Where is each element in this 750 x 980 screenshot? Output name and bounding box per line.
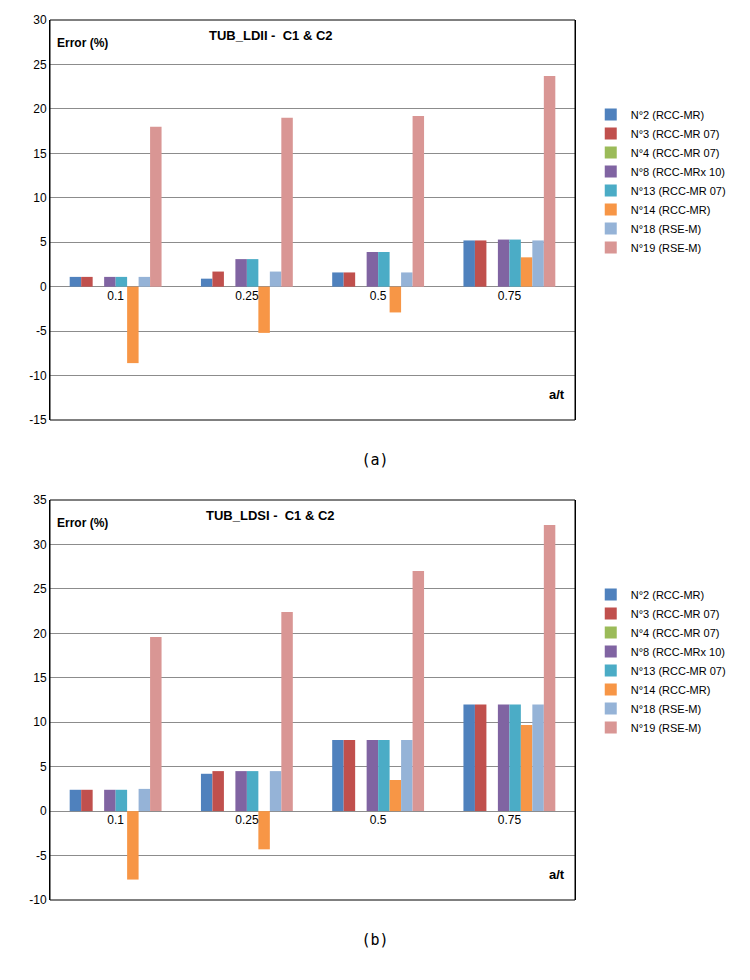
svg-text:25: 25 (33, 582, 47, 596)
svg-text:5: 5 (40, 235, 47, 249)
svg-text:N°8 (RCC-MRx 10): N°8 (RCC-MRx 10) (631, 166, 725, 178)
svg-text:N°2 (RCC-MR): N°2 (RCC-MR) (631, 109, 704, 121)
svg-text:20: 20 (33, 627, 47, 641)
svg-text:15: 15 (33, 671, 47, 685)
svg-text:N°18 (RSE-M): N°18 (RSE-M) (631, 703, 701, 715)
svg-text:30: 30 (33, 538, 47, 552)
svg-text:0.5: 0.5 (370, 813, 387, 827)
svg-text:30: 30 (33, 13, 47, 27)
svg-text:0.1: 0.1 (107, 289, 124, 303)
svg-text:N°3 (RCC-MR 07): N°3 (RCC-MR 07) (631, 608, 720, 620)
svg-text:N°19 (RSE-M): N°19 (RSE-M) (631, 722, 701, 734)
svg-text:N°3 (RCC-MR 07): N°3 (RCC-MR 07) (631, 128, 720, 140)
svg-text:0.1: 0.1 (107, 813, 124, 827)
svg-text:0.75: 0.75 (498, 289, 522, 303)
svg-text:15: 15 (33, 147, 47, 161)
svg-text:N°19 (RSE-M): N°19 (RSE-M) (631, 242, 701, 254)
svg-text:a/t: a/t (549, 867, 565, 882)
svg-text:35: 35 (33, 493, 47, 507)
svg-text:N°2 (RCC-MR): N°2 (RCC-MR) (631, 589, 704, 601)
svg-text:0.5: 0.5 (370, 289, 387, 303)
svg-text:0: 0 (40, 804, 47, 818)
svg-text:0.75: 0.75 (498, 813, 522, 827)
svg-text:N°18 (RSE-M): N°18 (RSE-M) (631, 223, 701, 235)
html-text:(a): (a) (361, 451, 389, 469)
svg-text:-15: -15 (29, 413, 47, 427)
svg-text:TUB_LDSI - C1 & C2: TUB_LDSI - C1 & C2 (206, 508, 335, 523)
svg-text:10: 10 (33, 715, 47, 729)
svg-text:0.25: 0.25 (235, 813, 259, 827)
svg-text:N°13 (RCC-MR 07): N°13 (RCC-MR 07) (631, 185, 726, 197)
svg-text:N°14 (RCC-MR): N°14 (RCC-MR) (631, 684, 711, 696)
svg-text:25: 25 (33, 58, 47, 72)
svg-text:N°13 (RCC-MR 07): N°13 (RCC-MR 07) (631, 665, 726, 677)
svg-text:N°8 (RCC-MRx 10): N°8 (RCC-MRx 10) (631, 646, 725, 658)
svg-text:N°4 (RCC-MR 07): N°4 (RCC-MR 07) (631, 147, 720, 159)
svg-text:N°4 (RCC-MR 07): N°4 (RCC-MR 07) (631, 627, 720, 639)
svg-text:5: 5 (40, 760, 47, 774)
svg-text:10: 10 (33, 191, 47, 205)
svg-text:20: 20 (33, 102, 47, 116)
svg-text:Error (%): Error (%) (57, 516, 108, 530)
svg-text:-10: -10 (29, 369, 47, 383)
html-text:(b): (b) (361, 931, 389, 949)
svg-text:-5: -5 (36, 324, 47, 338)
svg-text:a/t: a/t (549, 387, 565, 402)
svg-text:-5: -5 (36, 849, 47, 863)
svg-text:0: 0 (40, 280, 47, 294)
svg-text:0.25: 0.25 (235, 289, 259, 303)
svg-text:N°14 (RCC-MR): N°14 (RCC-MR) (631, 204, 711, 216)
svg-text:-10: -10 (29, 893, 47, 907)
svg-text:Error (%): Error (%) (57, 36, 108, 50)
svg-text:TUB_LDII - C1 & C2: TUB_LDII - C1 & C2 (209, 28, 333, 43)
